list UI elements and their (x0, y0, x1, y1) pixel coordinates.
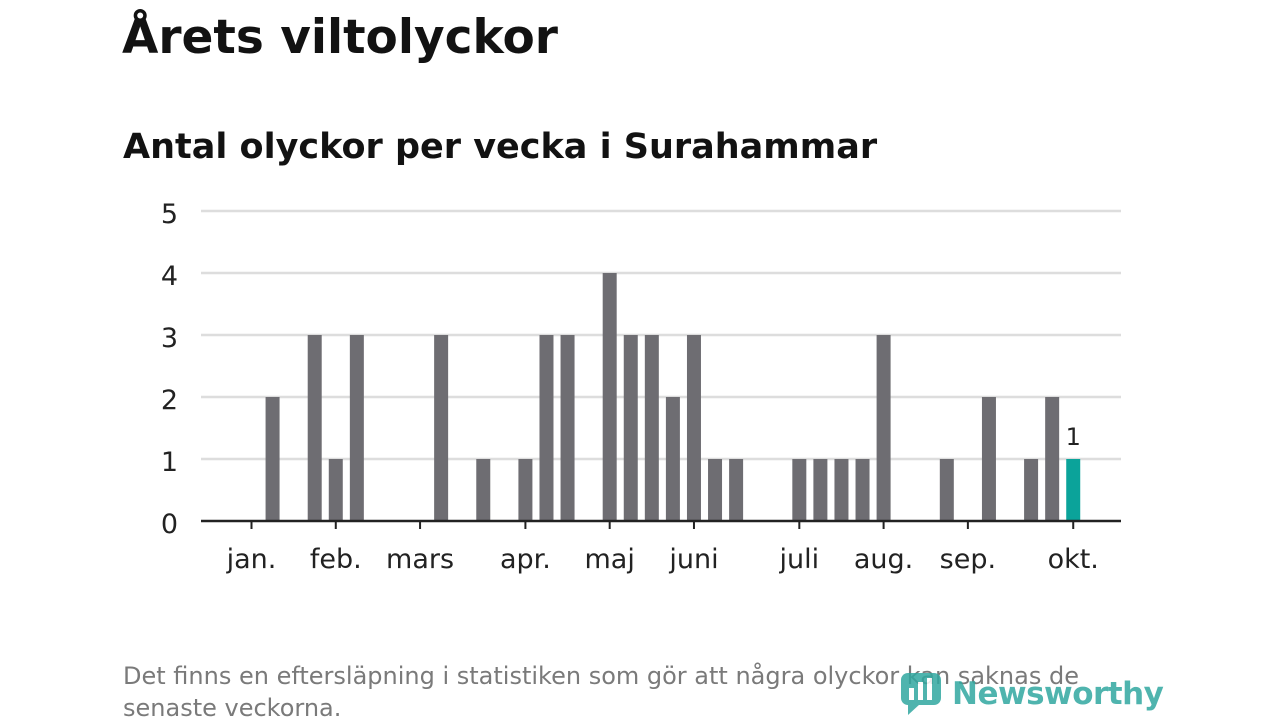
bar (686, 335, 701, 521)
bar (834, 459, 849, 521)
bar (981, 397, 996, 521)
bar (623, 335, 638, 521)
data-labels: 1 (1066, 423, 1081, 451)
x-tick-label: jan. (226, 544, 277, 575)
bar (876, 335, 891, 521)
x-tick-label: aug. (854, 544, 913, 575)
bar (307, 335, 322, 521)
bar (939, 459, 954, 521)
x-tick-label: feb. (310, 544, 362, 575)
bar (434, 335, 449, 521)
y-tick-label: 4 (161, 261, 178, 292)
bar (729, 459, 744, 521)
bars (265, 273, 1081, 521)
x-tick-label: maj (585, 544, 635, 575)
x-tick-label: apr. (500, 544, 551, 575)
brand-logo[interactable]: Newsworthy (900, 668, 1164, 720)
chart-subtitle: Antal olyckor per vecka i Surahammar (123, 127, 878, 167)
bar-highlighted (1066, 459, 1081, 521)
chart-title: Årets viltolyckor (122, 10, 558, 65)
data-label-highlight: 1 (1066, 423, 1081, 451)
y-tick-label: 3 (161, 323, 178, 354)
bar (328, 459, 343, 521)
bar-chart: 0 1 2 3 4 5 jan. feb. mars apr. maj juni juli aug. se… (161, 199, 1121, 575)
y-tick-label: 0 (161, 509, 178, 540)
bar (644, 335, 659, 521)
bar (265, 397, 280, 521)
x-tick-label: mars (386, 544, 454, 575)
bar (1024, 459, 1039, 521)
x-axis-tick-labels: jan. feb. mars apr. maj juni juli aug. sep. okt. (226, 521, 1099, 575)
brand-name: Newsworthy (952, 676, 1164, 712)
x-tick-label: juli (779, 544, 820, 575)
x-tick-label: okt. (1048, 544, 1099, 575)
bar (855, 459, 870, 521)
bar (349, 335, 364, 521)
bar (539, 335, 554, 521)
bar (665, 397, 680, 521)
newsworthy-logo-icon (901, 673, 941, 715)
y-axis-tick-labels: 0 1 2 3 4 5 (161, 199, 178, 540)
bar (813, 459, 828, 521)
bar (1045, 397, 1060, 521)
y-tick-label: 2 (161, 385, 178, 416)
bar (518, 459, 533, 521)
bar (602, 273, 617, 521)
bar (476, 459, 491, 521)
bar (560, 335, 575, 521)
bar (708, 459, 723, 521)
x-tick-label: sep. (940, 544, 996, 575)
y-tick-label: 1 (161, 447, 178, 478)
x-tick-label: juni (668, 544, 718, 575)
y-tick-label: 5 (161, 199, 178, 230)
bar (792, 459, 807, 521)
